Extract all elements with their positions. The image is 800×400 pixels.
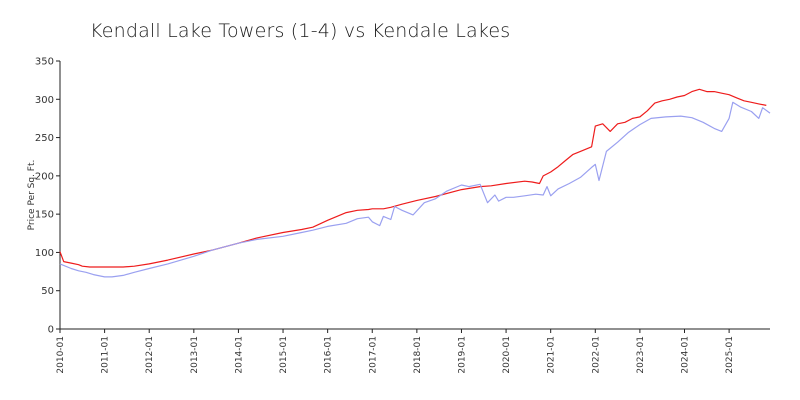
- series-lines: [59, 88, 771, 278]
- y-tick-label: 150: [35, 210, 54, 221]
- x-tick-label: 2025-01: [725, 336, 735, 374]
- series-line-1: [59, 88, 767, 268]
- chart-title: Kendall Lake Towers (1-4) vs Kendale Lak…: [90, 20, 511, 42]
- x-tick-label: 2019-01: [457, 336, 467, 374]
- y-axis-label: Price Per Sq. Ft.: [27, 160, 37, 231]
- x-tick-label: 2014-01: [234, 336, 244, 374]
- x-tick-label: 2024-01: [681, 336, 691, 374]
- x-tick-label: 2012-01: [145, 336, 155, 374]
- x-tick-label: 2015-01: [279, 336, 289, 374]
- x-tick-label: 2021-01: [547, 336, 557, 374]
- y-tick-label: 300: [35, 95, 54, 106]
- x-axis-ticks: 2010-01 2011-01 2012-01 2013-01 2014-01 2015-…: [56, 329, 735, 374]
- y-axis-ticks: 0 50 100 150 200 250 300 350: [35, 57, 60, 336]
- y-tick-label: 200: [35, 171, 54, 182]
- x-tick-label: 2023-01: [636, 336, 646, 374]
- y-tick-label: 0: [48, 325, 54, 336]
- y-tick-label: 350: [35, 57, 54, 68]
- x-tick-label: 2011-01: [101, 336, 111, 374]
- y-tick-label: 100: [35, 248, 54, 259]
- x-tick-label: 2022-01: [591, 336, 601, 374]
- x-tick-label: 2013-01: [190, 336, 200, 374]
- x-tick-label: 2016-01: [324, 336, 334, 374]
- y-tick-label: 50: [41, 286, 54, 297]
- x-tick-label: 2018-01: [413, 336, 423, 374]
- axes: [59, 61, 770, 330]
- x-tick-label: 2020-01: [502, 336, 512, 374]
- y-tick-label: 250: [35, 133, 54, 144]
- series-line-2: [59, 101, 771, 278]
- x-tick-label: 2010-01: [56, 336, 66, 374]
- x-tick-label: 2017-01: [368, 336, 378, 374]
